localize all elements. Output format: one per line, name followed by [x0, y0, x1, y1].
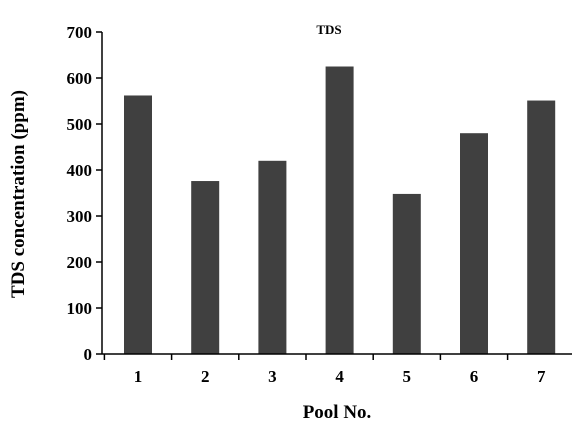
x-tick-label: 4: [335, 367, 344, 386]
bar-pool-5: [392, 193, 421, 354]
y-axis-label: TDS concentration (ppm): [8, 90, 29, 298]
bar-pool-7: [527, 100, 556, 354]
y-tick-label: 200: [67, 253, 93, 272]
y-tick-label: 400: [67, 161, 93, 180]
y-tick-label: 100: [67, 299, 93, 318]
y-tick-label: 500: [67, 115, 93, 134]
chart-title: TDS: [316, 22, 341, 37]
x-axis-ticks: 1 2 3 4 5 6 7: [103, 354, 546, 386]
y-tick-label: 600: [67, 69, 93, 88]
x-tick-label: 2: [201, 367, 210, 386]
y-tick-label: 300: [67, 207, 93, 226]
x-axis-label: Pool No.: [303, 402, 372, 423]
bar-pool-4: [325, 66, 354, 354]
x-tick-label: 7: [537, 367, 546, 386]
y-axis-ticks: 0 100 200 300 400 500 600 700: [67, 23, 102, 364]
bar-pool-1: [124, 95, 152, 354]
x-tick-label: 6: [470, 367, 479, 386]
bar-pool-6: [460, 133, 488, 354]
bar-series: [124, 66, 556, 354]
y-tick-label: 0: [84, 345, 93, 364]
x-tick-label: 5: [403, 367, 412, 386]
y-tick-label: 700: [67, 23, 93, 42]
bar-pool-3: [258, 160, 287, 354]
x-tick-label: 1: [134, 367, 143, 386]
x-tick-label: 3: [268, 367, 277, 386]
bar-pool-2: [191, 181, 220, 354]
